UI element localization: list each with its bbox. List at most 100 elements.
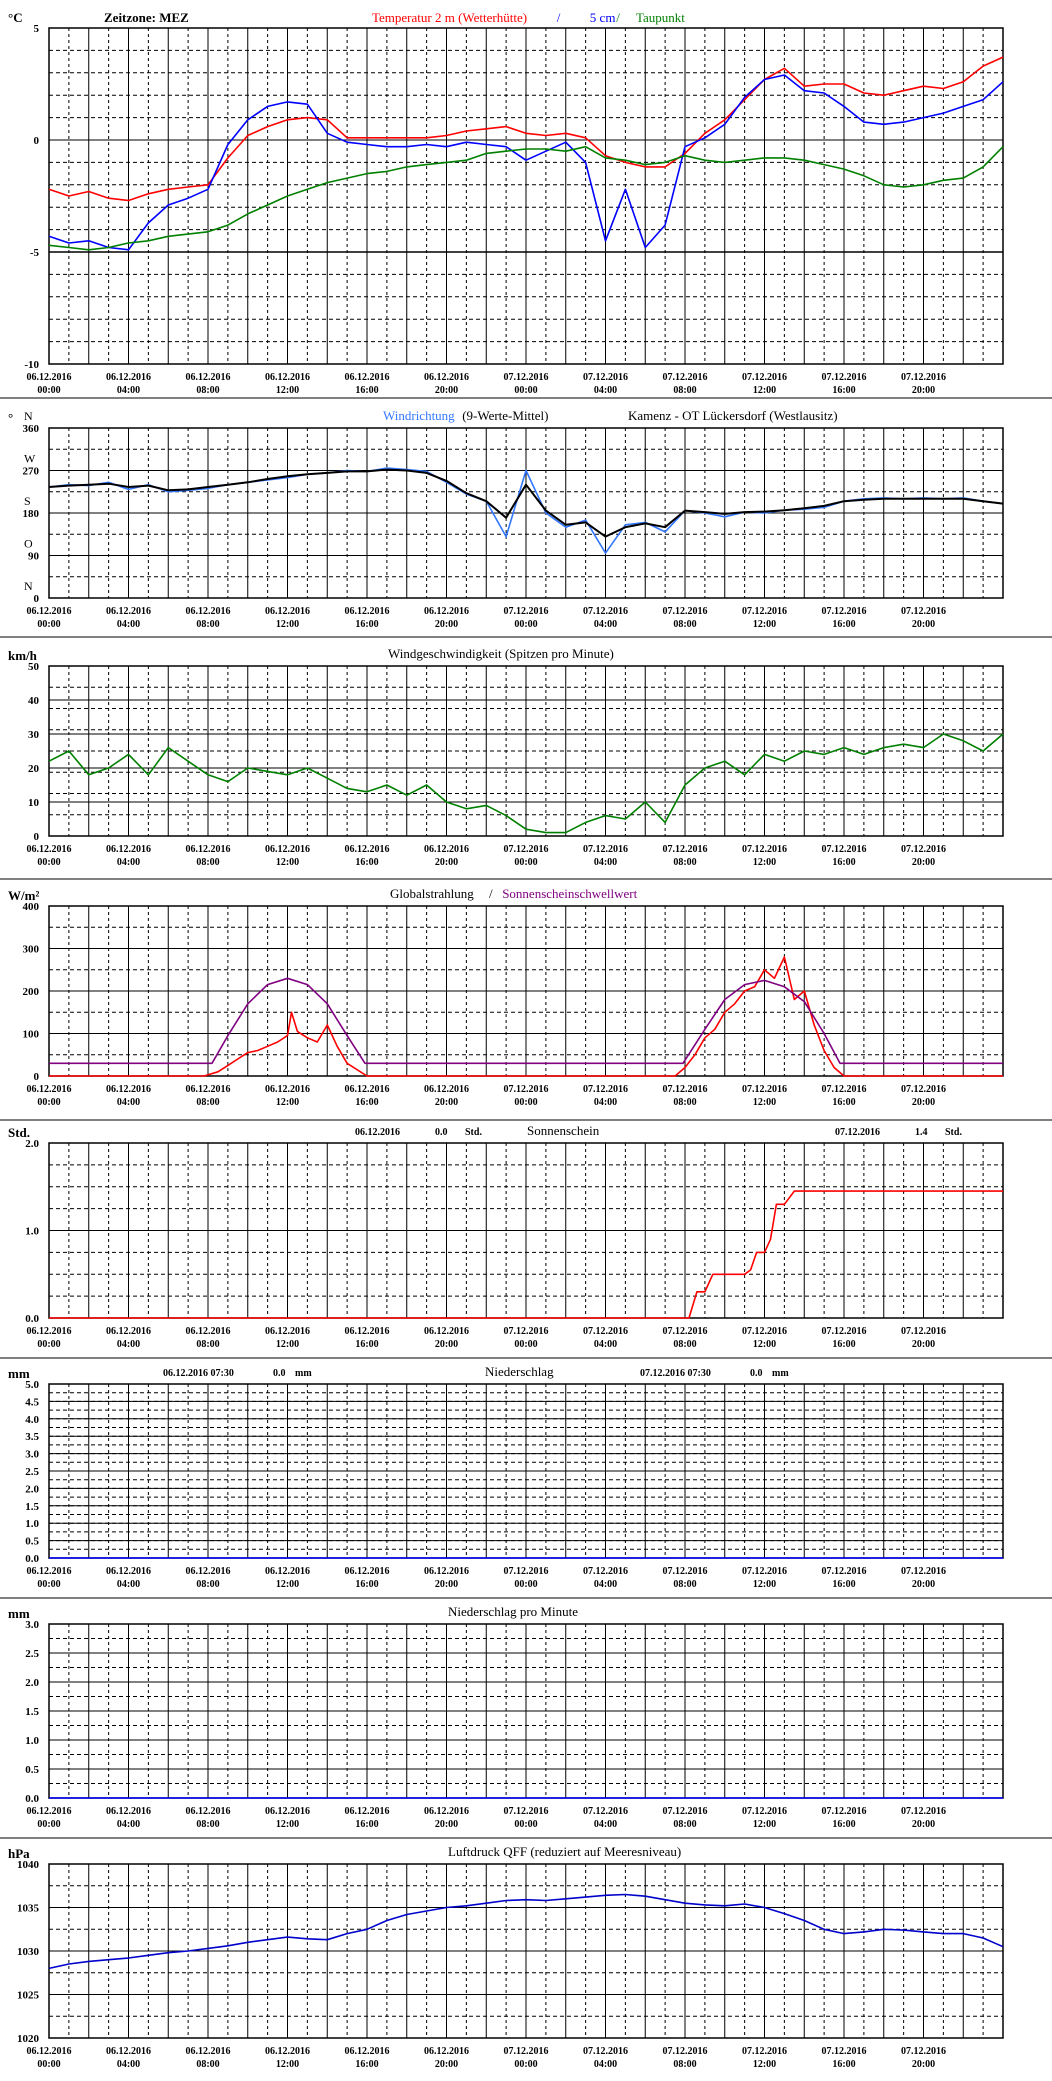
y-tick-label: 0 bbox=[34, 1071, 40, 1083]
x-tick-date: 06.12.2016 bbox=[345, 1084, 390, 1095]
series-line bbox=[48, 74, 1004, 251]
series-line bbox=[48, 145, 1004, 251]
x-tick-date: 07.12.2016 bbox=[901, 1326, 946, 1337]
y-tick-label: 3.0 bbox=[25, 1619, 39, 1631]
x-tick-time: 08:00 bbox=[196, 1819, 219, 1830]
x-tick-time: 00:00 bbox=[37, 857, 60, 868]
y-tick-label: 400 bbox=[23, 901, 40, 913]
x-tick-date: 07.12.2016 bbox=[822, 372, 867, 383]
y-tick-label: 10 bbox=[28, 797, 40, 809]
x-tick-date: 07.12.2016 bbox=[742, 1326, 787, 1337]
x-tick-date: 06.12.2016 bbox=[265, 372, 310, 383]
x-tick-date: 06.12.2016 bbox=[106, 1806, 151, 1817]
series-line bbox=[48, 468, 1004, 538]
x-tick-date: 06.12.2016 bbox=[265, 844, 310, 855]
y-tick-label: 2.0 bbox=[25, 1677, 39, 1689]
daily-value: 0.0 bbox=[750, 1368, 763, 1379]
y-tick-label: 0.0 bbox=[25, 1553, 39, 1565]
unit-label: Std. bbox=[8, 1125, 30, 1140]
y-tick-label: -5 bbox=[30, 247, 40, 259]
timezone-label: Zeitzone: MEZ bbox=[104, 10, 189, 25]
x-tick-date: 07.12.2016 bbox=[663, 372, 708, 383]
x-tick-date: 06.12.2016 bbox=[424, 2046, 469, 2057]
x-tick-date: 06.12.2016 bbox=[424, 1084, 469, 1095]
x-tick-time: 20:00 bbox=[912, 857, 935, 868]
x-tick-date: 06.12.2016 bbox=[345, 844, 390, 855]
x-tick-date: 06.12.2016 bbox=[424, 606, 469, 617]
x-tick-date: 06.12.2016 bbox=[106, 1566, 151, 1577]
y-tick-label: 50 bbox=[28, 661, 40, 673]
x-tick-date: 07.12.2016 bbox=[583, 372, 628, 383]
chart-title-part: / bbox=[489, 886, 493, 901]
x-tick-time: 00:00 bbox=[37, 2059, 60, 2070]
x-tick-date: 07.12.2016 bbox=[583, 1326, 628, 1337]
x-tick-date: 06.12.2016 bbox=[106, 606, 151, 617]
x-tick-date: 06.12.2016 bbox=[186, 1566, 231, 1577]
x-tick-date: 06.12.2016 bbox=[106, 1326, 151, 1337]
unit-label: ° bbox=[8, 410, 13, 425]
x-tick-time: 12:00 bbox=[753, 1579, 776, 1590]
x-tick-time: 04:00 bbox=[594, 1339, 617, 1350]
y-tick-label: 1.5 bbox=[25, 1706, 39, 1718]
y-tick-label: 5.0 bbox=[25, 1379, 39, 1391]
x-tick-date: 07.12.2016 bbox=[822, 844, 867, 855]
x-tick-time: 04:00 bbox=[117, 619, 140, 630]
compass-label: N bbox=[24, 579, 33, 593]
x-tick-date: 06.12.2016 bbox=[345, 606, 390, 617]
x-tick-time: 08:00 bbox=[673, 619, 696, 630]
x-tick-time: 12:00 bbox=[753, 857, 776, 868]
x-tick-date: 06.12.2016 bbox=[27, 1566, 72, 1577]
x-tick-time: 00:00 bbox=[514, 1819, 537, 1830]
x-tick-time: 04:00 bbox=[117, 857, 140, 868]
x-tick-time: 16:00 bbox=[832, 1819, 855, 1830]
y-tick-label: 5 bbox=[34, 23, 40, 35]
x-tick-time: 20:00 bbox=[435, 619, 458, 630]
x-tick-date: 06.12.2016 bbox=[27, 1806, 72, 1817]
y-tick-label: 0 bbox=[34, 593, 40, 605]
x-tick-time: 04:00 bbox=[594, 2059, 617, 2070]
x-tick-date: 07.12.2016 bbox=[901, 372, 946, 383]
x-tick-date: 07.12.2016 bbox=[901, 1566, 946, 1577]
y-tick-label: 180 bbox=[23, 508, 40, 520]
x-tick-time: 04:00 bbox=[594, 857, 617, 868]
chart-title-part: Sonnenscheinschwellwert bbox=[502, 886, 637, 901]
y-tick-label: 90 bbox=[28, 551, 40, 563]
daily-value: 0.0 bbox=[435, 1127, 448, 1138]
y-tick-label: 2.0 bbox=[25, 1138, 39, 1150]
x-tick-date: 07.12.2016 bbox=[504, 1084, 549, 1095]
series-line bbox=[48, 733, 1004, 834]
series-line bbox=[49, 1190, 1003, 1319]
x-tick-time: 00:00 bbox=[37, 619, 60, 630]
unit-label: °C bbox=[8, 10, 23, 25]
x-tick-date: 07.12.2016 bbox=[901, 606, 946, 617]
x-tick-time: 16:00 bbox=[355, 1579, 378, 1590]
x-tick-date: 06.12.2016 bbox=[186, 1084, 231, 1095]
x-tick-date: 06.12.2016 bbox=[424, 1566, 469, 1577]
x-tick-time: 00:00 bbox=[37, 1819, 60, 1830]
x-tick-time: 04:00 bbox=[117, 1579, 140, 1590]
x-tick-time: 00:00 bbox=[514, 2059, 537, 2070]
y-tick-label: 0.0 bbox=[25, 1793, 39, 1805]
y-tick-label: 200 bbox=[23, 986, 40, 998]
y-tick-label: 0 bbox=[34, 831, 40, 843]
x-tick-time: 04:00 bbox=[117, 1097, 140, 1108]
x-tick-date: 06.12.2016 bbox=[106, 844, 151, 855]
y-tick-label: 100 bbox=[23, 1029, 40, 1041]
x-tick-time: 12:00 bbox=[276, 2059, 299, 2070]
daily-unit: mm bbox=[772, 1368, 789, 1379]
daily-date: 07.12.2016 07:30 bbox=[640, 1368, 711, 1379]
x-tick-time: 20:00 bbox=[912, 385, 935, 396]
x-tick-time: 04:00 bbox=[594, 385, 617, 396]
x-tick-time: 04:00 bbox=[117, 385, 140, 396]
x-tick-date: 07.12.2016 bbox=[663, 844, 708, 855]
x-tick-date: 07.12.2016 bbox=[901, 1084, 946, 1095]
y-tick-label: 2.5 bbox=[25, 1466, 39, 1478]
daily-date: 07.12.2016 bbox=[835, 1127, 880, 1138]
y-tick-label: 4.0 bbox=[25, 1414, 39, 1426]
y-tick-label: 360 bbox=[23, 423, 40, 435]
daily-unit: Std. bbox=[945, 1127, 962, 1138]
daily-value: 0.0 bbox=[273, 1368, 286, 1379]
x-tick-time: 04:00 bbox=[594, 1579, 617, 1590]
x-tick-time: 08:00 bbox=[196, 1097, 219, 1108]
unit-label: W/m² bbox=[8, 888, 39, 903]
